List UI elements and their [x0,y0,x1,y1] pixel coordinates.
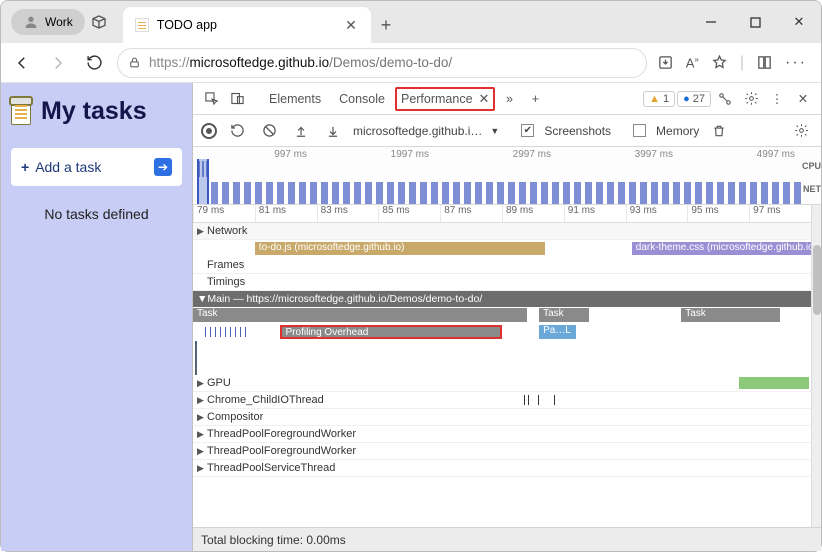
task-bar[interactable]: Task [193,308,527,322]
time-ruler: 79 ms81 ms83 ms85 ms87 ms89 ms91 ms93 ms… [193,205,811,223]
task-bar[interactable]: Task [539,308,588,322]
gpu-bar [739,377,809,389]
app-install-icon[interactable] [657,54,674,71]
empty-state: No tasks defined [11,206,182,222]
more-icon[interactable]: ··· [785,54,807,72]
overview-selection[interactable] [197,159,209,204]
close-icon[interactable]: ✕ [479,91,490,107]
timings-row-header[interactable]: Timings [193,274,811,291]
memory-checkbox[interactable] [633,124,646,137]
frames-row-header[interactable]: Frames [193,257,811,274]
recording-crumb[interactable]: microsoftedge.github.i… [353,124,482,138]
devtools-panel: Elements Console Performance ✕ » + ▲1 ●2… [193,83,821,551]
workspaces-icon[interactable] [85,1,113,43]
browser-tab[interactable]: TODO app ✕ [123,7,371,43]
capture-settings-icon[interactable] [789,119,813,143]
tpfw-row[interactable]: ▶ThreadPoolForegroundWorker [193,426,811,443]
read-aloud-icon[interactable]: A» [686,55,699,70]
info-badge[interactable]: ●27 [677,91,711,107]
task-bar[interactable]: Task [681,308,780,322]
upload-icon[interactable] [289,119,313,143]
new-tab-button[interactable]: + [371,7,401,43]
browser-window: Work TODO app ✕ + ✕ https://microsoftedg… [0,0,822,552]
screenshots-checkbox[interactable]: ✔ [521,124,534,137]
tab-elements[interactable]: Elements [261,88,329,110]
warnings-badge[interactable]: ▲1 [643,91,675,107]
performance-toolbar: microsoftedge.github.i… ▼ ✔ Screenshots … [193,115,821,147]
minimize-button[interactable] [689,1,733,43]
tab-console[interactable]: Console [331,88,393,110]
hatch-marks [205,327,248,337]
person-icon [23,14,39,30]
tab-strip: + [371,1,689,43]
kebab-icon[interactable]: ⋮ [765,87,789,111]
tab-performance[interactable]: Performance ✕ [395,87,495,111]
issues-icon[interactable] [713,87,737,111]
lock-icon [128,56,141,69]
tab-title: TODO app [157,18,217,32]
favicon-icon [135,18,149,32]
plus-icon: + [21,159,29,175]
network-seg-dark[interactable]: dark-theme.css (microsoftedge.github.io) [632,242,811,255]
page-heading: My tasks [11,97,182,126]
devtools-close-icon[interactable]: ✕ [791,87,815,111]
overview-times: 997 ms1997 ms2997 ms3997 ms4997 ms [193,149,803,160]
titlebar: Work TODO app ✕ + ✕ [1,1,821,43]
more-tabs-icon[interactable]: » [497,87,521,111]
paint-bar[interactable]: Pa…L [539,325,576,339]
network-seg-todo[interactable]: to-do.js (microsoftedge.github.io) [255,242,545,255]
trash-icon[interactable] [707,119,731,143]
add-task-input[interactable]: + Add a task ➔ [11,148,182,186]
forward-button[interactable] [45,50,71,76]
profile-switcher[interactable]: Work [11,9,85,35]
task-row: Task Task Task [193,307,811,324]
clipboard-icon [11,99,31,125]
address-field[interactable]: https://microsoftedge.github.io/Demos/de… [117,48,647,78]
add-tab-icon[interactable]: + [523,87,547,111]
collections-icon[interactable] [756,54,773,71]
flame-chart[interactable]: 79 ms81 ms83 ms85 ms87 ms89 ms91 ms93 ms… [193,205,811,527]
clear-button[interactable] [257,119,281,143]
back-button[interactable] [9,50,35,76]
address-bar: https://microsoftedge.github.io/Demos/de… [1,43,821,83]
download-icon[interactable] [321,119,345,143]
tpfw-row[interactable]: ▶ThreadPoolForegroundWorker [193,443,811,460]
webpage-content: My tasks + Add a task ➔ No tasks defined [1,83,193,551]
child-io-row[interactable]: ▶Chrome_ChildIOThread [193,392,811,409]
record-button[interactable] [201,123,217,139]
favorite-icon[interactable] [711,54,728,71]
close-button[interactable]: ✕ [777,1,821,43]
submit-task-button[interactable]: ➔ [154,158,172,176]
timeline-overview[interactable]: 997 ms1997 ms2997 ms3997 ms4997 ms CPUNE… [193,147,821,205]
tab-close-button[interactable]: ✕ [343,17,359,33]
scrollbar[interactable] [811,205,821,527]
inspect-icon[interactable] [199,87,223,111]
network-row-header[interactable]: ▶Network [193,223,811,240]
main-thread-header[interactable]: ▼ Main — https://microsoftedge.github.io… [193,291,811,307]
window-controls: ✕ [689,1,821,43]
refresh-button[interactable] [81,50,107,76]
devtools-tabstrip: Elements Console Performance ✕ » + ▲1 ●2… [193,83,821,115]
status-bar: Total blocking time: 0.00ms [193,527,821,551]
device-toggle-icon[interactable] [225,87,249,111]
detail-row: Profiling Overhead Pa…L [193,324,811,341]
compositor-row[interactable]: ▶Compositor [193,409,811,426]
gpu-row-header[interactable]: ▶GPU [193,375,811,392]
scrollbar-thumb[interactable] [813,245,821,315]
reload-record-button[interactable] [225,119,249,143]
settings-icon[interactable] [739,87,763,111]
profile-label: Work [45,15,73,29]
overview-net-bars [211,182,803,204]
tpst-row[interactable]: ▶ThreadPoolServiceThread [193,460,811,477]
maximize-button[interactable] [733,1,777,43]
network-bars: to-do.js (microsoftedge.github.io) dark-… [193,240,811,257]
profiling-overhead-bar[interactable]: Profiling Overhead [280,325,502,339]
